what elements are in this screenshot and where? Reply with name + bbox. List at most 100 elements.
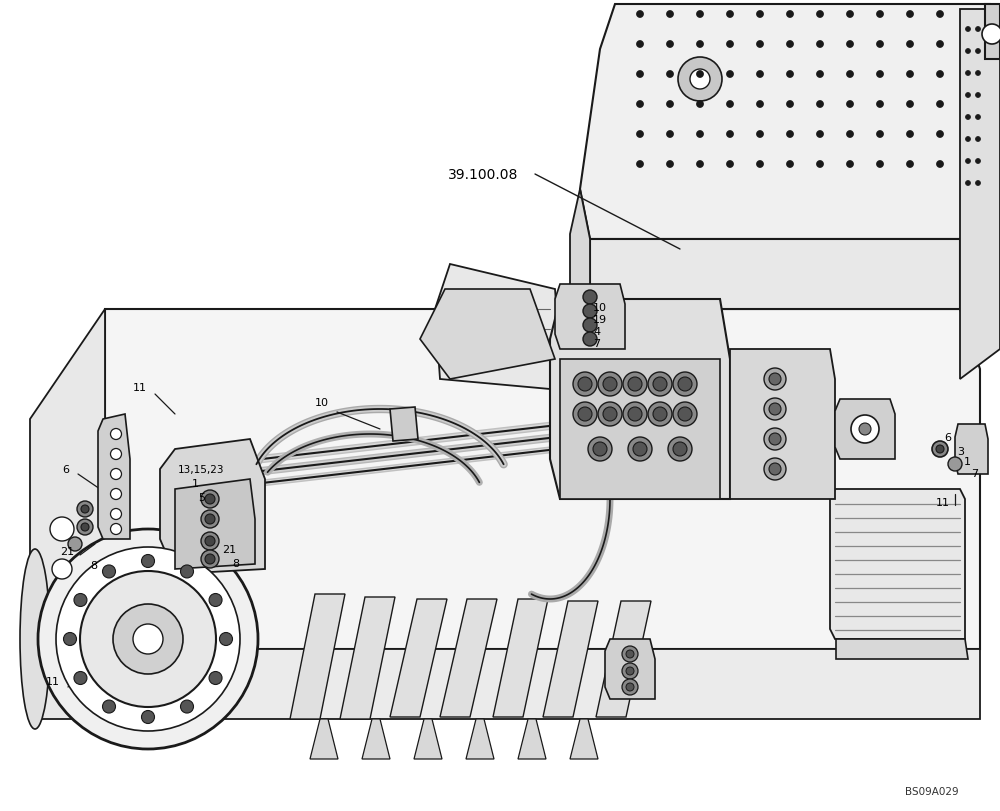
- Circle shape: [623, 402, 647, 427]
- Circle shape: [906, 71, 913, 79]
- Circle shape: [648, 402, 672, 427]
- Text: 6: 6: [62, 465, 69, 474]
- Circle shape: [726, 131, 734, 139]
- Circle shape: [965, 182, 970, 187]
- Text: 21: 21: [222, 544, 236, 554]
- Polygon shape: [570, 719, 598, 759]
- Circle shape: [769, 463, 781, 475]
- Circle shape: [846, 131, 853, 139]
- Circle shape: [786, 41, 793, 49]
- Circle shape: [975, 28, 980, 32]
- Circle shape: [181, 565, 194, 578]
- Circle shape: [906, 131, 913, 139]
- Circle shape: [876, 41, 884, 49]
- Circle shape: [628, 378, 642, 392]
- Circle shape: [668, 437, 692, 461]
- Circle shape: [757, 101, 764, 109]
- Circle shape: [653, 378, 667, 392]
- Circle shape: [201, 510, 219, 528]
- Circle shape: [583, 290, 597, 305]
- Circle shape: [573, 372, 597, 397]
- Polygon shape: [105, 649, 980, 719]
- Circle shape: [965, 159, 970, 165]
- Circle shape: [666, 71, 674, 79]
- Circle shape: [678, 58, 722, 102]
- Circle shape: [593, 443, 607, 457]
- Circle shape: [975, 159, 980, 165]
- Circle shape: [726, 41, 734, 49]
- Circle shape: [786, 71, 793, 79]
- Circle shape: [816, 131, 823, 139]
- Polygon shape: [390, 599, 447, 717]
- Circle shape: [673, 443, 687, 457]
- Circle shape: [142, 555, 155, 568]
- Circle shape: [666, 101, 674, 109]
- Circle shape: [103, 565, 116, 578]
- Circle shape: [77, 519, 93, 535]
- Polygon shape: [570, 190, 590, 310]
- Circle shape: [628, 437, 652, 461]
- Text: 1: 1: [192, 478, 199, 488]
- Circle shape: [673, 372, 697, 397]
- Circle shape: [205, 495, 215, 504]
- Circle shape: [936, 445, 944, 453]
- Circle shape: [637, 11, 644, 19]
- Text: 8: 8: [90, 560, 97, 570]
- Circle shape: [603, 407, 617, 422]
- Circle shape: [846, 161, 853, 169]
- Text: 1: 1: [964, 457, 971, 466]
- Polygon shape: [985, 5, 1000, 60]
- Polygon shape: [560, 359, 720, 500]
- Circle shape: [757, 11, 764, 19]
- Circle shape: [209, 594, 222, 607]
- Circle shape: [111, 449, 122, 460]
- Circle shape: [816, 71, 823, 79]
- Circle shape: [696, 41, 704, 49]
- Circle shape: [906, 41, 913, 49]
- Circle shape: [876, 131, 884, 139]
- Circle shape: [906, 101, 913, 109]
- Circle shape: [936, 131, 943, 139]
- Circle shape: [598, 372, 622, 397]
- Polygon shape: [98, 414, 130, 539]
- Text: 7: 7: [971, 469, 978, 478]
- Text: 19: 19: [593, 315, 607, 324]
- Circle shape: [626, 667, 634, 676]
- Circle shape: [201, 551, 219, 569]
- Circle shape: [111, 469, 122, 480]
- Circle shape: [769, 374, 781, 385]
- Text: 11: 11: [133, 383, 147, 393]
- Circle shape: [666, 161, 674, 169]
- Circle shape: [975, 115, 980, 120]
- Circle shape: [965, 137, 970, 142]
- Circle shape: [696, 11, 704, 19]
- Circle shape: [50, 517, 74, 541]
- Text: 11: 11: [936, 497, 950, 508]
- Circle shape: [816, 161, 823, 169]
- Circle shape: [111, 524, 122, 534]
- Circle shape: [56, 547, 240, 731]
- Text: 4: 4: [593, 327, 600, 337]
- Circle shape: [975, 93, 980, 98]
- Circle shape: [975, 182, 980, 187]
- Text: 13,15,23: 13,15,23: [178, 465, 225, 474]
- Circle shape: [38, 530, 258, 749]
- Circle shape: [816, 41, 823, 49]
- Circle shape: [690, 70, 710, 90]
- Circle shape: [816, 101, 823, 109]
- Polygon shape: [555, 285, 625, 350]
- Circle shape: [786, 101, 793, 109]
- Circle shape: [653, 407, 667, 422]
- Circle shape: [696, 131, 704, 139]
- Circle shape: [666, 11, 674, 19]
- Circle shape: [846, 41, 853, 49]
- Circle shape: [948, 457, 962, 471]
- Polygon shape: [440, 599, 497, 717]
- Polygon shape: [955, 424, 988, 474]
- Polygon shape: [414, 719, 442, 759]
- Circle shape: [205, 554, 215, 564]
- Circle shape: [786, 131, 793, 139]
- Circle shape: [111, 429, 122, 440]
- Circle shape: [205, 536, 215, 547]
- Polygon shape: [390, 407, 418, 441]
